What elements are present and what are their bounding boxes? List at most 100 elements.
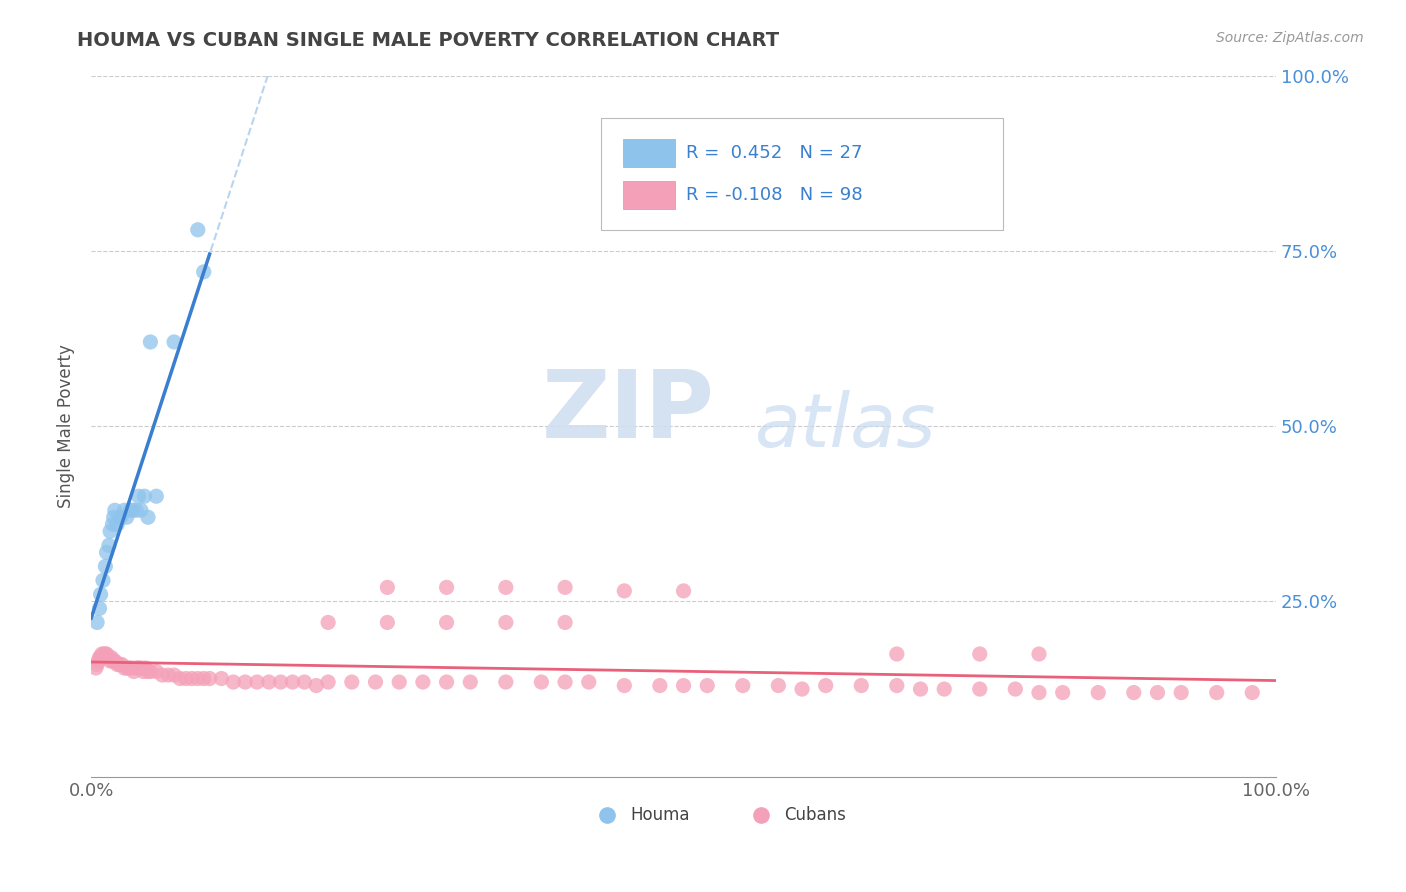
Point [135,661,157,675]
Point [495,581,517,595]
Point [108,657,131,672]
Point [436,581,458,595]
Point [98,654,121,668]
Point [672,583,695,598]
Point [388,675,411,690]
Point [790,681,813,696]
Point [554,675,576,690]
Point [886,679,908,693]
Point [98,524,121,539]
Point [458,675,481,690]
Point [211,672,233,686]
Point [150,668,173,682]
Point [316,675,339,690]
Point [1052,685,1074,699]
Point [118,661,141,675]
Point [89,650,111,665]
Point [84,661,107,675]
Text: Cubans: Cubans [785,806,846,824]
FancyBboxPatch shape [600,118,1004,230]
Text: Source: ZipAtlas.com: Source: ZipAtlas.com [1216,31,1364,45]
Point [169,672,191,686]
Point [94,647,117,661]
Point [814,679,837,693]
Point [768,679,790,693]
Point [86,657,108,672]
Point [969,647,991,661]
Point [193,265,215,279]
Point [122,665,145,679]
Point [163,668,186,682]
Point [120,661,142,675]
Point [97,538,120,552]
Point [886,647,908,661]
Point [1170,685,1192,699]
Point [87,654,110,668]
Point [316,615,339,630]
Point [495,615,517,630]
Point [129,661,152,675]
Point [613,679,636,693]
Point [1122,685,1144,699]
Point [93,647,115,661]
Point [91,650,114,665]
Point [377,581,399,595]
Point [222,675,245,690]
Point [1241,685,1264,699]
Point [1028,647,1050,661]
Point [1146,685,1168,699]
Point [91,574,114,588]
Text: ZIP: ZIP [541,366,714,458]
Point [554,581,576,595]
Point [731,679,754,693]
Point [198,672,221,686]
Point [187,223,209,237]
Point [101,654,124,668]
Point [132,665,155,679]
Point [969,681,991,696]
Point [139,665,162,679]
Point [128,489,150,503]
Point [136,510,159,524]
Point [100,650,122,665]
Point [578,675,600,690]
FancyBboxPatch shape [623,181,675,209]
Point [257,675,280,690]
Text: Houma: Houma [630,806,690,824]
Point [111,657,134,672]
Point [105,517,128,532]
Point [1004,681,1026,696]
Point [1205,685,1227,699]
Point [554,615,576,630]
Point [134,489,156,503]
Point [129,503,152,517]
Point [377,615,399,630]
Point [139,334,162,349]
Point [910,681,932,696]
Point [89,601,111,615]
Point [128,661,150,675]
Point [648,679,671,693]
Point [696,679,718,693]
Point [145,665,167,679]
Point [125,503,148,517]
Point [115,661,138,675]
Point [495,675,517,690]
Point [270,675,292,690]
Text: R =  0.452   N = 27: R = 0.452 N = 27 [686,144,862,161]
Point [672,679,695,693]
Point [101,517,124,532]
Point [103,510,125,524]
Point [145,489,167,503]
Point [104,654,127,668]
Text: R = -0.108   N = 98: R = -0.108 N = 98 [686,186,862,203]
Point [110,510,132,524]
FancyBboxPatch shape [623,139,675,167]
Point [96,545,118,559]
Point [934,681,956,696]
Point [94,559,117,574]
Point [294,675,316,690]
Text: HOUMA VS CUBAN SINGLE MALE POVERTY CORRELATION CHART: HOUMA VS CUBAN SINGLE MALE POVERTY CORRE… [77,31,779,50]
Point [281,675,304,690]
Point [103,654,125,668]
